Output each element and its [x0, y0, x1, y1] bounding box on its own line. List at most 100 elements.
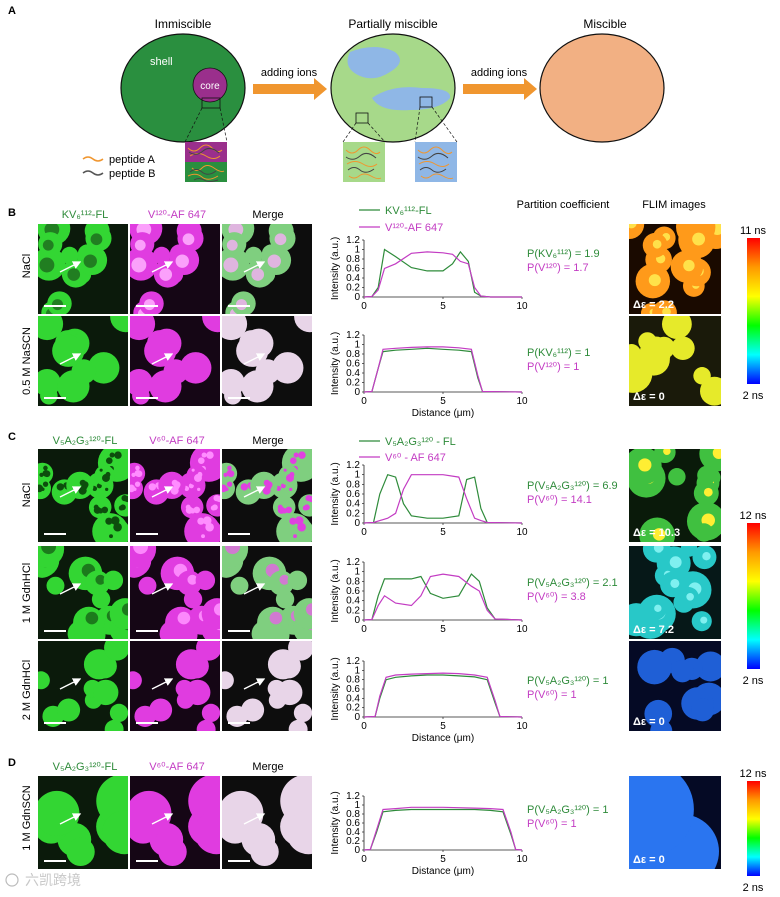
y-tick-label: 0.6: [346, 264, 360, 275]
colorbar-top-label: 11 ns: [740, 225, 767, 237]
pc-magenta: P(V⁶⁰) = 14.1: [527, 494, 592, 506]
y-tick-label: 0.2: [346, 703, 360, 714]
y-tick-label: 0.8: [346, 349, 360, 360]
magenta-channel-image: [130, 449, 220, 542]
intensity-chart: 00.20.40.60.811.2 0 5 10 Intensity (a.u.) Dis…: [330, 330, 528, 419]
series-line: [363, 808, 523, 851]
y-tick-label: 0.8: [346, 675, 360, 686]
legend-peptide-a: peptide A: [109, 154, 156, 166]
y-tick-label: 1.2: [346, 557, 360, 568]
arrow-label-2: adding ions: [471, 67, 528, 79]
title-immiscible: Immiscible: [155, 17, 212, 31]
col-label-magenta: V¹²⁰-AF 647: [148, 209, 206, 221]
series-line: [363, 346, 523, 393]
zoom-line: [431, 106, 458, 143]
x-tick-label: 0: [361, 301, 367, 312]
y-axis-label: Intensity (a.u.): [330, 332, 341, 395]
colorbar-bottom-label: 2 ns: [743, 675, 764, 687]
delta-epsilon-label: Δε = 7.2: [633, 624, 674, 636]
series-line: [363, 674, 523, 718]
x-tick-label: 10: [516, 396, 528, 407]
shell-ellipse: [120, 33, 246, 143]
magenta-channel-image: [130, 316, 220, 406]
flim-images: Δε = 2.2 Δε = 0 Δε = 10.3 Δε = 7.2 Δε = 0 Δε …: [629, 224, 721, 869]
merge-image: [222, 449, 312, 542]
flim-image: Δε = 10.3: [629, 449, 721, 542]
pc-green: P(V₅A₂G₃¹²⁰) = 2.1: [527, 577, 618, 589]
x-tick-label: 5: [440, 854, 446, 865]
legend-label-green: KV₆¹¹²-FL: [385, 205, 432, 217]
series-line: [363, 251, 522, 298]
y-tick-label: 0.4: [346, 368, 360, 379]
arrow-adding-ions-1: [253, 78, 327, 100]
pc-green: P(V₅A₂G₃¹²⁰) = 1: [527, 804, 608, 816]
x-tick-label: 5: [440, 721, 446, 732]
y-tick-label: 0.6: [346, 359, 360, 370]
colorbar-bottom-label: 2 ns: [743, 882, 764, 894]
pc-magenta: P(V⁶⁰) = 3.8: [527, 591, 586, 603]
intensity-chart: 00.20.40.60.811.2 0 5 10 Intensity (a.u.): [330, 557, 528, 635]
merge-image: [222, 776, 312, 869]
series-line: [363, 474, 523, 524]
title-miscible: Miscible: [583, 17, 627, 31]
green-channel-image: [38, 546, 128, 639]
y-tick-label: 1: [354, 245, 360, 256]
panel-letter-c: C: [8, 431, 16, 443]
legend-swatch-peptide-a: [82, 156, 104, 162]
y-tick-label: 0.2: [346, 378, 360, 389]
series-line: [363, 573, 523, 621]
y-tick-label: 1.2: [346, 330, 360, 341]
zoom-box-c: [419, 96, 433, 108]
y-axis-label: Intensity (a.u.): [330, 657, 341, 720]
x-tick-label: 0: [361, 624, 367, 635]
x-tick-label: 5: [440, 396, 446, 407]
x-axis-label: Distance (μm): [412, 733, 474, 744]
colorbar: [747, 238, 760, 384]
y-tick-label: 1: [354, 470, 360, 481]
x-axis-label: Distance (μm): [412, 408, 474, 419]
x-tick-label: 0: [361, 854, 367, 865]
y-tick-label: 0.8: [346, 809, 360, 820]
x-tick-label: 5: [440, 301, 446, 312]
y-tick-label: 1: [354, 800, 360, 811]
panel-letter-b: B: [8, 207, 16, 219]
pc-magenta: P(V¹²⁰) = 1: [527, 361, 579, 373]
flim-image: Δε = 7.2: [629, 546, 721, 639]
magenta-channel-image: [130, 224, 220, 314]
panel-letter-d: D: [8, 757, 16, 769]
y-tick-label: 0.4: [346, 499, 360, 510]
col-label-green: V₅A₂G₃¹²⁰-FL: [53, 435, 118, 447]
y-axis-label: Intensity (a.u.): [330, 237, 341, 300]
zoom-line: [414, 106, 421, 143]
legend-peptide-b: peptide B: [109, 168, 155, 180]
legend-label-green: V₅A₂G₃¹²⁰ - FL: [385, 436, 456, 448]
row-label: 0.5 M NaSCN: [21, 327, 33, 395]
x-tick-label: 10: [516, 854, 528, 865]
y-tick-label: 1.2: [346, 656, 360, 667]
inset-green-mixed: [343, 142, 385, 182]
y-tick-label: 0: [354, 845, 360, 856]
x-tick-label: 0: [361, 527, 367, 538]
col-label-merge: Merge: [252, 435, 283, 447]
colorbar-top-label: 12 ns: [740, 768, 767, 780]
x-tick-label: 10: [516, 624, 528, 635]
flim-image: Δε = 0: [629, 776, 721, 869]
colorbar: [747, 523, 760, 669]
y-tick-label: 1.2: [346, 791, 360, 802]
inset-blue-mixed: [415, 142, 457, 182]
row-label: NaCl: [21, 254, 33, 278]
row-labels: NaCl 0.5 M NaSCN NaCl 1 M GdnHCl 2 M Gdn…: [21, 254, 33, 851]
y-tick-label: 0.2: [346, 605, 360, 616]
colorbars: 11 ns 2 ns 12 ns 2 ns 12 ns 2 ns: [740, 225, 767, 894]
y-tick-label: 0.8: [346, 576, 360, 587]
y-tick-label: 1.2: [346, 460, 360, 471]
y-tick-label: 0.8: [346, 254, 360, 265]
y-tick-label: 0.2: [346, 508, 360, 519]
panel-a: A Immiscible Partially miscible Miscible…: [8, 5, 665, 182]
series-line: [363, 473, 523, 524]
y-tick-label: 0.4: [346, 693, 360, 704]
flim-image: Δε = 0: [629, 316, 721, 406]
green-channel-image: [38, 776, 128, 869]
y-tick-label: 0.8: [346, 479, 360, 490]
